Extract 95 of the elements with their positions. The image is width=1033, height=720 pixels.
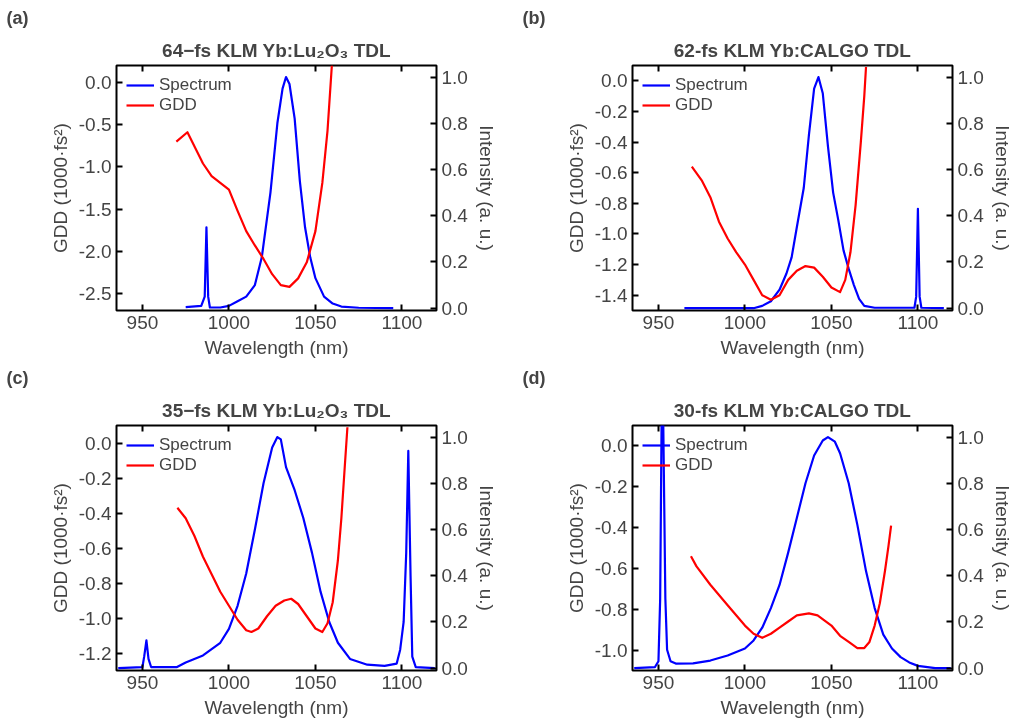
- x-axis-title: Wavelength (nm): [720, 336, 865, 358]
- y-tick-label: -0.2: [594, 476, 628, 498]
- y2-tick-label: 0.6: [441, 519, 468, 541]
- y2-tick-label: 0.4: [441, 565, 469, 587]
- x-tick-label: 950: [642, 671, 675, 693]
- y2-tick-label: 0.8: [957, 472, 984, 494]
- x-tick-label: 950: [126, 311, 159, 333]
- y2-axis-title: Intensity (a. u.): [991, 485, 1013, 611]
- y-tick-label: -0.6: [78, 537, 112, 559]
- y-tick-label: 0.0: [85, 432, 112, 454]
- y-tick-label: -0.6: [594, 557, 628, 579]
- y2-tick-label: 0.2: [441, 251, 468, 273]
- y-tick-label: 0.0: [601, 70, 628, 92]
- x-axis-title: Wavelength (nm): [720, 696, 865, 718]
- y2-tick-label: 0.4: [957, 205, 985, 227]
- y-tick-label: 0.0: [85, 71, 112, 93]
- x-tick-label: 1100: [897, 311, 939, 333]
- x-axis-title: Wavelength (nm): [204, 336, 349, 358]
- y2-tick-label: 0.0: [441, 657, 468, 679]
- y2-axis-title: Intensity (a. u.): [991, 125, 1013, 251]
- text: (b): [522, 7, 546, 28]
- y2-tick-label: 1.0: [957, 426, 984, 448]
- y-tick-label: -0.4: [78, 502, 112, 524]
- y2-tick-label: 0.4: [441, 205, 469, 227]
- y-tick-label: -1.2: [594, 254, 628, 276]
- x-tick-label: 1050: [294, 671, 337, 693]
- x-tick-label: 1000: [723, 671, 767, 693]
- y2-tick-label: 0.6: [957, 519, 984, 541]
- text: (a): [6, 7, 29, 28]
- y2-tick-label: 0.0: [957, 297, 984, 319]
- y-tick-label: -1.0: [594, 639, 628, 661]
- x-tick-label: 1000: [207, 311, 251, 333]
- legend-label: GDD: [159, 95, 197, 115]
- x-tick-label: 1100: [897, 671, 939, 693]
- legend-label: Spectrum: [159, 75, 232, 95]
- y-tick-label: -0.2: [78, 467, 112, 489]
- y-tick-label: -1.5: [78, 198, 112, 220]
- y2-tick-label: 0.0: [441, 297, 468, 319]
- y-tick-label: -0.8: [78, 572, 112, 594]
- chart-title: 64−fs KLM Yb:Lu₂O₃ TDL: [162, 39, 391, 61]
- y-axis-title: GDD (1000·fs²): [49, 483, 71, 613]
- x-tick-label: 1050: [810, 311, 853, 333]
- y2-tick-label: 1.0: [441, 426, 468, 448]
- y-axis-title: GDD (1000·fs²): [565, 483, 587, 613]
- x-tick-label: 1000: [207, 671, 251, 693]
- text: (c): [6, 367, 29, 388]
- y2-tick-label: 0.6: [957, 159, 984, 181]
- x-tick-label: 950: [126, 671, 159, 693]
- y-tick-label: -1.4: [594, 284, 628, 306]
- text: (d): [522, 367, 546, 388]
- legend-label: Spectrum: [159, 435, 232, 455]
- y-tick-label: -0.5: [78, 114, 112, 136]
- legend-label: Spectrum: [675, 75, 748, 95]
- x-tick-label: 1100: [381, 671, 423, 693]
- chart-title: 62-fs KLM Yb:CALGO TDL: [673, 39, 912, 61]
- y2-tick-label: 0.8: [441, 112, 468, 134]
- y-tick-label: -0.2: [594, 100, 628, 122]
- y2-axis-title: Intensity (a. u.): [475, 485, 497, 611]
- y-tick-label: -0.8: [594, 598, 628, 620]
- x-tick-label: 1050: [810, 671, 853, 693]
- x-tick-label: 1000: [723, 311, 767, 333]
- y2-tick-label: 0.2: [957, 251, 984, 273]
- legend-label: Spectrum: [675, 435, 748, 455]
- y2-tick-label: 0.6: [441, 159, 468, 181]
- y2-tick-label: 0.8: [957, 112, 984, 134]
- x-tick-label: 1050: [294, 311, 337, 333]
- y-tick-label: -1.0: [78, 607, 112, 629]
- y-tick-label: -1.0: [594, 223, 628, 245]
- chart-title: 30-fs KLM Yb:CALGO TDL: [673, 399, 912, 421]
- y-axis-title: GDD (1000·fs²): [49, 123, 71, 253]
- legend-label: GDD: [675, 95, 713, 115]
- y2-tick-label: 0.8: [441, 472, 468, 494]
- y2-axis-title: Intensity (a. u.): [475, 125, 497, 251]
- y-tick-label: 0.0: [601, 435, 628, 457]
- y-tick-label: -2.0: [78, 240, 112, 262]
- y-tick-label: -0.8: [594, 192, 628, 214]
- y2-tick-label: 1.0: [957, 66, 984, 88]
- legend-label: GDD: [675, 455, 713, 475]
- y2-tick-label: 0.4: [957, 565, 985, 587]
- legend-label: GDD: [159, 455, 197, 475]
- y-tick-label: -0.6: [594, 162, 628, 184]
- y2-tick-label: 1.0: [441, 66, 468, 88]
- y-tick-label: -1.2: [78, 642, 112, 664]
- y2-tick-label: 0.2: [957, 611, 984, 633]
- y-tick-label: -0.4: [594, 517, 628, 539]
- y-axis-title: GDD (1000·fs²): [565, 123, 587, 253]
- y-tick-label: -2.5: [78, 283, 112, 305]
- y-tick-label: -0.4: [594, 131, 628, 153]
- chart-title: 35−fs KLM Yb:Lu₂O₃ TDL: [162, 399, 391, 421]
- x-tick-label: 1100: [381, 311, 423, 333]
- y2-tick-label: 0.2: [441, 611, 468, 633]
- y-tick-label: -1.0: [78, 156, 112, 178]
- x-axis-title: Wavelength (nm): [204, 696, 349, 718]
- y2-tick-label: 0.0: [957, 657, 984, 679]
- x-tick-label: 950: [642, 311, 675, 333]
